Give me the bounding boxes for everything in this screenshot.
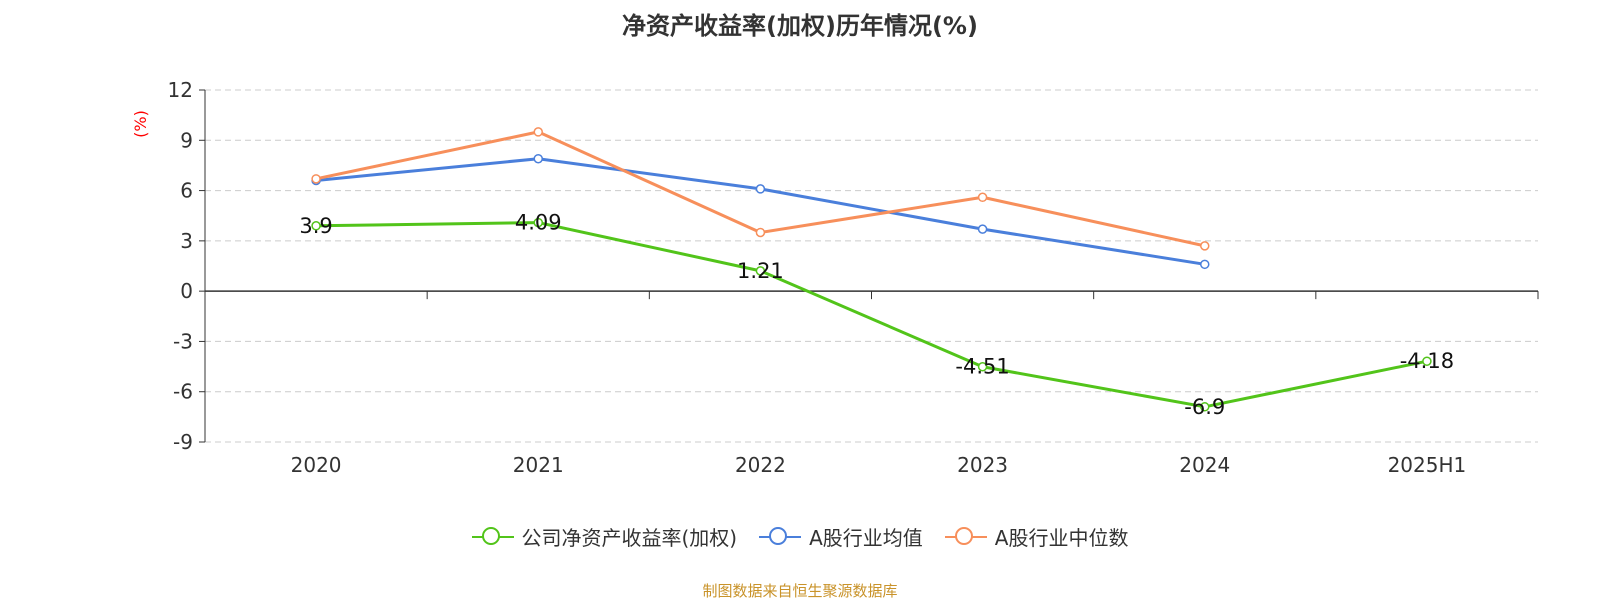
chart-title: 净资产收益率(加权)历年情况(%) bbox=[622, 12, 978, 40]
data-point bbox=[755, 184, 766, 194]
y-axis-label: (%) bbox=[131, 110, 150, 138]
data-label: -6.9 bbox=[1184, 395, 1225, 419]
data-label: -4.18 bbox=[1400, 349, 1454, 373]
series-line bbox=[315, 157, 1205, 266]
y-tick-label: 9 bbox=[180, 128, 193, 152]
x-tick-label: 2024 bbox=[1179, 453, 1230, 477]
data-point bbox=[1200, 241, 1210, 251]
x-tick-label: 2023 bbox=[957, 453, 1008, 477]
data-label: 3.9 bbox=[299, 214, 332, 238]
data-point bbox=[533, 127, 543, 137]
legend-item-company-roe[interactable]: 公司净资产收益率(加权) bbox=[471, 522, 738, 551]
data-point bbox=[977, 192, 988, 203]
data-labels: 3.9 4.09 1.21 -4.51 -6.9 -4.18 bbox=[299, 211, 1454, 419]
legend-label: 公司净资产收益率(加权) bbox=[521, 526, 738, 550]
legend-label: A股行业中位数 bbox=[994, 526, 1129, 550]
x-tick-label: 2025H1 bbox=[1388, 453, 1467, 477]
legend-swatch-company-roe bbox=[471, 526, 514, 547]
legend-item-industry-median[interactable]: A股行业中位数 bbox=[944, 522, 1129, 551]
grid-lines bbox=[205, 89, 1538, 443]
legend: 公司净资产收益率(加权) A股行业均值 A股行业中位数 bbox=[0, 522, 1600, 551]
y-tick-label: -9 bbox=[173, 430, 193, 454]
legend-item-industry-mean[interactable]: A股行业均值 bbox=[759, 522, 923, 551]
data-label: 4.09 bbox=[515, 211, 562, 235]
data-point bbox=[977, 224, 988, 234]
series-lines bbox=[311, 127, 1432, 412]
line-chart: (%) 12 9 6 3 0 -3 -6 -9 2020 2021 2022 2023 2024 2025… bbox=[131, 78, 1539, 477]
data-point bbox=[755, 227, 766, 238]
data-point bbox=[1200, 402, 1210, 412]
y-tick-label: -3 bbox=[173, 329, 193, 353]
data-point bbox=[311, 221, 321, 231]
y-tick-label: 0 bbox=[180, 279, 193, 303]
legend-label: A股行业均值 bbox=[809, 526, 923, 550]
legend-swatch-industry-median bbox=[944, 526, 987, 547]
legend-swatch-industry-mean bbox=[759, 526, 802, 547]
x-tick-label: 2021 bbox=[513, 453, 564, 477]
data-point bbox=[1200, 259, 1210, 270]
y-tick-label: 3 bbox=[180, 229, 193, 253]
series-line bbox=[316, 221, 1428, 409]
y-tick-label: 12 bbox=[168, 78, 193, 102]
data-point bbox=[311, 174, 321, 184]
y-tick-label: 6 bbox=[180, 179, 193, 203]
y-tick-label: -6 bbox=[173, 380, 193, 404]
data-point bbox=[977, 361, 988, 372]
data-label: 1.21 bbox=[737, 259, 784, 283]
data-point bbox=[533, 153, 543, 164]
x-tick-label: 2022 bbox=[735, 453, 786, 477]
axes: 12 9 6 3 0 -3 -6 -9 2020 2021 2022 2023 2024 2025H1 bbox=[168, 78, 1539, 477]
source-note: 制图数据来自恒生聚源数据库 bbox=[702, 582, 898, 600]
data-label: -4.51 bbox=[955, 355, 1009, 379]
data-point bbox=[533, 217, 543, 228]
x-tick-label: 2020 bbox=[291, 453, 342, 477]
data-point bbox=[755, 266, 766, 276]
data-point bbox=[1422, 356, 1432, 366]
